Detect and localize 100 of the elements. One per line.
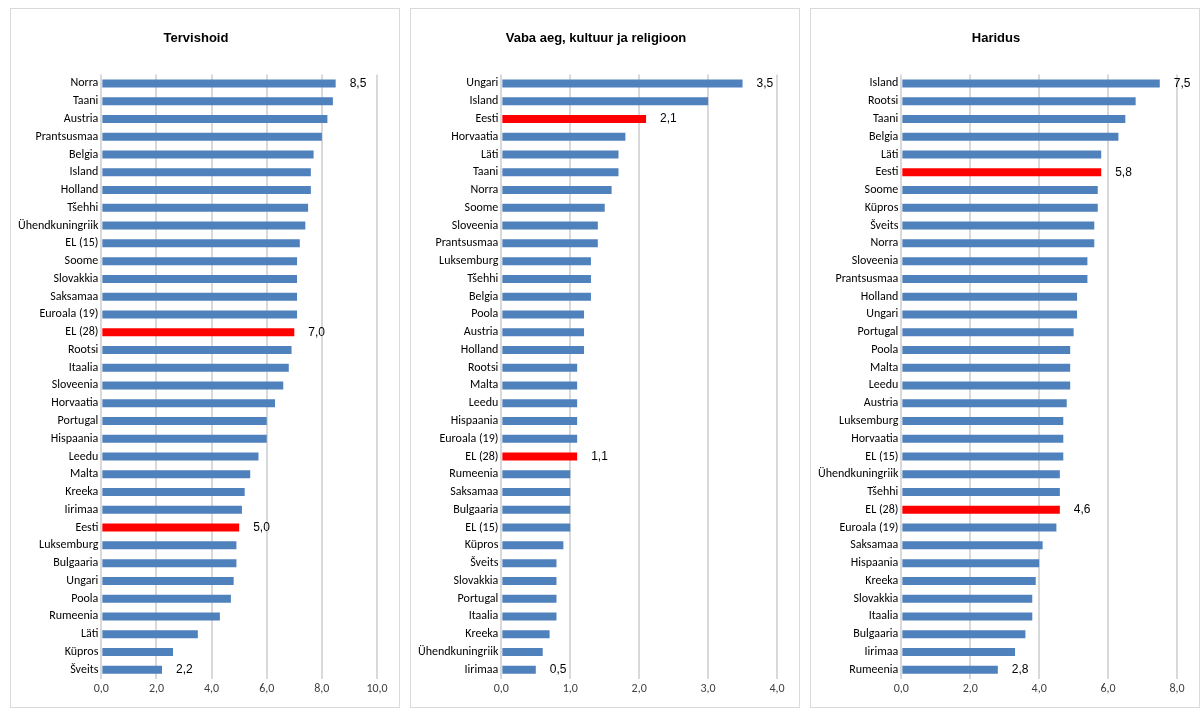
bar <box>102 594 231 603</box>
bar <box>102 150 314 159</box>
bar <box>902 363 1071 372</box>
bar <box>902 452 1064 461</box>
y-tick-label: Itaalia <box>868 608 899 623</box>
bar <box>502 647 543 656</box>
y-tick-label: Šveits <box>870 217 899 232</box>
bar <box>502 399 578 408</box>
bar <box>502 665 536 674</box>
y-tick-label: Malta <box>869 359 899 374</box>
y-tick-label: Prantsusmaa <box>35 128 99 143</box>
bar <box>902 310 1078 319</box>
y-tick-label: Belgia <box>468 288 499 303</box>
bar <box>502 310 585 319</box>
y-tick-label: Slovakkia <box>453 572 499 587</box>
y-tick-label: Taani <box>472 164 499 179</box>
y-tick-label: Euroala (19) <box>39 306 99 321</box>
bar <box>502 523 571 532</box>
bar <box>102 417 267 426</box>
y-tick-label: Belgia <box>68 146 99 161</box>
bar <box>902 559 1040 568</box>
y-tick-label: Rootsi <box>467 359 499 374</box>
bar <box>102 399 276 408</box>
bar <box>102 239 300 248</box>
y-tick-label: Šveits <box>70 661 99 676</box>
bar <box>102 203 309 212</box>
bar <box>902 274 1088 283</box>
y-tick-label: Belgia <box>868 128 899 143</box>
y-tick-label: Kreeka <box>65 484 99 499</box>
y-tick-label: EL (15) <box>865 448 899 463</box>
y-tick-label: EL (28) <box>465 448 499 463</box>
bar <box>502 328 585 337</box>
y-tick-label: Bulgaaria <box>853 626 899 641</box>
y-tick-label: Läti <box>480 146 499 161</box>
y-tick-label: Läti <box>80 626 99 641</box>
bar <box>502 363 578 372</box>
bar <box>902 221 1095 230</box>
chart-title: Tervishoid <box>163 30 229 46</box>
y-tick-label: Eesti <box>75 519 99 534</box>
bar <box>902 381 1071 390</box>
bar <box>902 399 1067 408</box>
x-tick-label: 1,0 <box>562 680 578 695</box>
y-tick-label: Ungari <box>466 75 499 90</box>
y-tick-label: Küpros <box>64 643 99 658</box>
bar <box>102 576 234 585</box>
bar <box>102 647 174 656</box>
x-tick-label: 0,0 <box>493 680 509 695</box>
y-tick-label: Ühendkuningriik <box>17 217 99 232</box>
data-label: 2,2 <box>175 662 193 677</box>
bar <box>102 381 284 390</box>
bar <box>902 576 1036 585</box>
bar <box>902 79 1160 88</box>
y-tick-label: Läti <box>880 146 899 161</box>
y-tick-label: Malta <box>469 377 499 392</box>
y-tick-label: Ungari <box>866 306 899 321</box>
y-tick-label: Kreeka <box>465 626 499 641</box>
y-tick-label: Portugal <box>857 324 899 339</box>
bar <box>902 541 1043 550</box>
bar <box>902 203 1098 212</box>
data-label: 2,8 <box>1011 662 1029 677</box>
data-label: 5,8 <box>1115 164 1133 179</box>
bar <box>502 97 709 106</box>
data-label: 1,1 <box>591 448 609 463</box>
y-tick-label: Luksemburg <box>39 537 99 552</box>
bar <box>502 434 578 443</box>
y-tick-label: Sloveenia <box>851 253 899 268</box>
bar <box>902 505 1060 514</box>
bar <box>502 79 743 88</box>
y-tick-label: Taani <box>872 111 899 126</box>
bar <box>102 115 328 124</box>
y-tick-label: Poola <box>71 590 99 605</box>
y-tick-label: Itaalia <box>468 608 499 623</box>
y-tick-label: Rootsi <box>867 93 899 108</box>
bar <box>102 328 295 337</box>
chart-title: Haridus <box>971 30 1021 46</box>
x-tick-label: 8,0 <box>314 680 330 695</box>
bar <box>902 612 1033 621</box>
bar <box>502 203 605 212</box>
bar <box>502 132 626 141</box>
bar <box>102 168 311 177</box>
bar <box>902 150 1102 159</box>
bar <box>502 345 585 354</box>
y-tick-label: Norra <box>470 182 499 197</box>
x-tick-label: 8,0 <box>1169 680 1185 695</box>
y-tick-label: Bulgaaria <box>453 501 499 516</box>
y-tick-label: Euroala (19) <box>839 519 899 534</box>
y-tick-label: Soome <box>464 199 499 214</box>
data-label: 7,0 <box>308 324 326 339</box>
y-tick-label: Holland <box>60 182 99 197</box>
x-tick-label: 4,0 <box>204 680 220 695</box>
bar <box>502 274 591 283</box>
bar <box>902 647 1016 656</box>
y-tick-label: Rootsi <box>67 341 99 356</box>
bar <box>502 505 571 514</box>
bar <box>902 257 1088 266</box>
bar <box>102 274 298 283</box>
y-tick-label: Norra <box>870 235 899 250</box>
y-tick-label: Island <box>869 75 899 90</box>
y-tick-label: Prantsusmaa <box>435 235 499 250</box>
y-tick-label: Saksamaa <box>850 537 899 552</box>
